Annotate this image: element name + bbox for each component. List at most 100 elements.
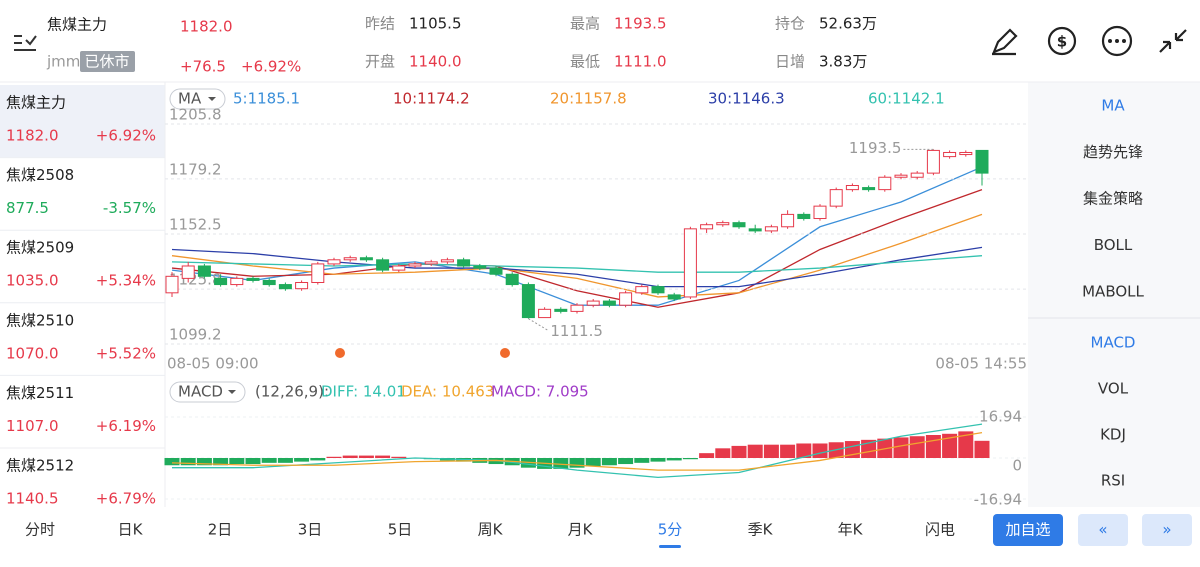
- macd-bar: [569, 458, 585, 468]
- candle-body: [700, 224, 714, 230]
- period-tab[interactable]: 周K: [478, 521, 504, 539]
- contract-item[interactable]: 焦煤2511: [6, 384, 74, 402]
- macd-selector[interactable]: [169, 381, 246, 403]
- sub-indicator[interactable]: MACD: [1091, 334, 1136, 352]
- macd-bar: [294, 458, 310, 462]
- candle-body: [813, 205, 827, 220]
- last-price: 1182.0: [180, 18, 233, 36]
- ma-legend: 60:1142.1: [868, 90, 945, 108]
- candle-body: [878, 176, 892, 191]
- prev-button[interactable]: [1078, 514, 1128, 546]
- ma-line: [171, 166, 983, 306]
- stat-label: 昨结: [365, 15, 395, 33]
- currency-icon: $: [1057, 33, 1067, 51]
- change-pct: +6.92%: [241, 58, 301, 76]
- macd-bar: [958, 431, 974, 458]
- macd-bar: [601, 458, 617, 466]
- candle-body: [408, 263, 422, 267]
- add-button-label[interactable]: 加自选: [1005, 521, 1050, 539]
- candle-body: [343, 257, 357, 261]
- period-tab[interactable]: 闪电: [925, 521, 955, 539]
- macd-bar: [261, 458, 277, 463]
- period-tab[interactable]: 2日: [208, 521, 233, 539]
- period-tab[interactable]: 分时: [25, 521, 55, 539]
- indicator[interactable]: 趋势先锋: [1083, 143, 1143, 161]
- period-tab[interactable]: 月K: [568, 521, 594, 539]
- y-tick-label: 1099.2: [169, 326, 222, 344]
- macd-tick-label: 0: [1012, 457, 1022, 475]
- ma-line: [171, 255, 983, 273]
- low-pointer: [528, 318, 549, 332]
- event-dot[interactable]: [500, 348, 510, 358]
- menu-icon[interactable]: [14, 35, 37, 51]
- ma-selector[interactable]: [169, 88, 226, 110]
- macd-bar: [245, 458, 261, 465]
- indicator[interactable]: BOLL: [1094, 236, 1133, 254]
- toolbar-icons[interactable]: [992, 25, 1187, 57]
- stat-value: 1105.5: [409, 15, 462, 33]
- contract-price: 1107.0: [6, 417, 59, 435]
- stat-value: 1193.5: [614, 15, 667, 33]
- indicator[interactable]: MABOLL: [1082, 283, 1144, 301]
- period-tab[interactable]: 季K: [748, 521, 774, 539]
- contract-name: 焦煤主力: [47, 16, 107, 34]
- ma-line: [171, 246, 983, 288]
- contract-change: +6.19%: [96, 417, 156, 435]
- diff-label: DIFF: 14.01: [321, 383, 406, 401]
- add-button[interactable]: [993, 514, 1063, 546]
- macd-bar: [391, 456, 407, 458]
- ma-legend: 30:1146.3: [708, 90, 785, 108]
- macd-bar: [277, 458, 293, 463]
- candle-body: [489, 267, 503, 275]
- candle-body: [943, 151, 957, 158]
- dea-line: [171, 431, 983, 471]
- ma-line: [171, 189, 983, 308]
- contract-item[interactable]: 焦煤2512: [6, 457, 74, 475]
- macd-tick-label: -16.94: [974, 491, 1022, 509]
- candle-body: [214, 277, 228, 286]
- candle-body: [230, 277, 244, 286]
- candle-body: [602, 300, 616, 306]
- period-tab[interactable]: 3日: [298, 521, 323, 539]
- contract-item[interactable]: 焦煤2509: [6, 239, 74, 257]
- contract-item[interactable]: 焦煤2508: [6, 166, 74, 184]
- period-tab[interactable]: 年K: [838, 521, 864, 539]
- contract-code: jmm: [46, 53, 80, 71]
- period-tab[interactable]: 5分: [658, 521, 683, 539]
- macd-bar: [925, 435, 941, 458]
- candle-body: [959, 151, 973, 156]
- indicator[interactable]: 集金策略: [1083, 190, 1143, 208]
- indicator-panel: [1028, 82, 1200, 507]
- period-tab[interactable]: 日K: [118, 521, 144, 539]
- contract-item[interactable]: 焦煤2510: [6, 311, 74, 329]
- event-dot[interactable]: [335, 348, 345, 358]
- next-button[interactable]: [1142, 514, 1192, 546]
- sub-indicator[interactable]: VOL: [1098, 380, 1129, 398]
- ma-label: MA: [178, 90, 202, 108]
- sub-indicator[interactable]: RSI: [1101, 472, 1125, 490]
- indicator[interactable]: MA: [1101, 97, 1125, 115]
- next-icon: »: [1162, 521, 1171, 539]
- contract-change: +6.79%: [96, 490, 156, 508]
- contract-price: 1140.5: [6, 490, 59, 508]
- diff-line: [172, 423, 983, 479]
- ma-legend: 5:1185.1: [233, 90, 300, 108]
- contract-item[interactable]: 焦煤主力: [6, 94, 66, 112]
- candle-body: [278, 284, 292, 290]
- contract-price: 877.5: [6, 199, 49, 217]
- macd-bar: [634, 458, 650, 463]
- macd-bar: [650, 458, 666, 462]
- stat-value: 1111.0: [614, 53, 667, 71]
- macd-bar: [326, 456, 342, 458]
- stat-label: 开盘: [365, 53, 395, 71]
- sub-indicator[interactable]: KDJ: [1100, 426, 1126, 444]
- stat-label: 持仓: [775, 15, 805, 33]
- period-tab[interactable]: 5日: [388, 521, 413, 539]
- change: +76.5: [180, 58, 226, 76]
- candle-body: [845, 185, 859, 191]
- macd-bar: [196, 458, 212, 466]
- candle-body: [440, 259, 454, 263]
- more-dots: [1108, 39, 1126, 43]
- stat-label: 最高: [570, 15, 600, 33]
- candle-body: [570, 304, 584, 312]
